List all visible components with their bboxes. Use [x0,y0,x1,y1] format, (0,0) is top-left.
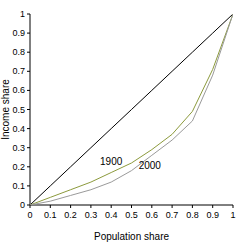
x-tick-label: 0.7 [166,210,179,220]
y-tick-label: 1 [20,9,25,19]
x-tick [192,205,193,208]
series-label: 1900 [100,156,123,167]
y-tick [27,185,30,186]
chart: 0 0.1 0.2 0.3 0.4 0.5 0.6 0.7 0.8 0.9 1 0 0.1 0.2 0.3 0… [0,0,250,250]
y-tick-label: 0.8 [12,47,25,57]
x-tick-label: 0.8 [186,210,199,220]
y-tick-label: 0.3 [12,143,25,153]
series-line [30,14,233,205]
x-tick-label: 0.4 [105,210,118,220]
x-axis-label: Population share [94,231,169,242]
x-tick-label: 0.5 [125,210,138,220]
x-tick-label: 0.3 [85,210,98,220]
y-tick [27,90,30,91]
y-tick [27,109,30,110]
x-tick-label: 1 [230,210,235,220]
y-tick [27,128,30,129]
y-tick-label: 0.1 [12,181,25,191]
y-tick [27,14,30,15]
x-tick [50,205,51,208]
x-tick [172,205,173,208]
x-tick [233,205,234,208]
y-tick [27,33,30,34]
x-tick-label: 0.9 [206,210,219,220]
series-line [30,14,233,205]
x-tick [212,205,213,208]
y-tick [27,52,30,53]
y-tick-label: 0.2 [12,162,25,172]
y-tick [27,166,30,167]
x-tick [30,205,31,208]
y-tick [27,147,30,148]
series-label: 2000 [139,160,162,171]
x-tick-label: 0.6 [146,210,159,220]
x-tick [111,205,112,208]
y-tick-label: 0.9 [12,28,25,38]
x-tick [70,205,71,208]
x-tick-label: 0 [27,210,32,220]
x-tick [90,205,91,208]
x-tick [151,205,152,208]
y-tick-label: 0.5 [12,105,25,115]
y-tick [27,71,30,72]
y-tick-label: 0.6 [12,85,25,95]
x-tick-label: 0.2 [64,210,77,220]
y-tick-label: 0.7 [12,66,25,76]
series-line [30,14,233,205]
x-tick-label: 0.1 [44,210,57,220]
y-tick-label: 0.4 [12,124,25,134]
x-tick [131,205,132,208]
y-axis-label: Income share [0,79,11,140]
plot-lines [30,14,233,205]
y-tick-label: 0 [20,200,25,210]
